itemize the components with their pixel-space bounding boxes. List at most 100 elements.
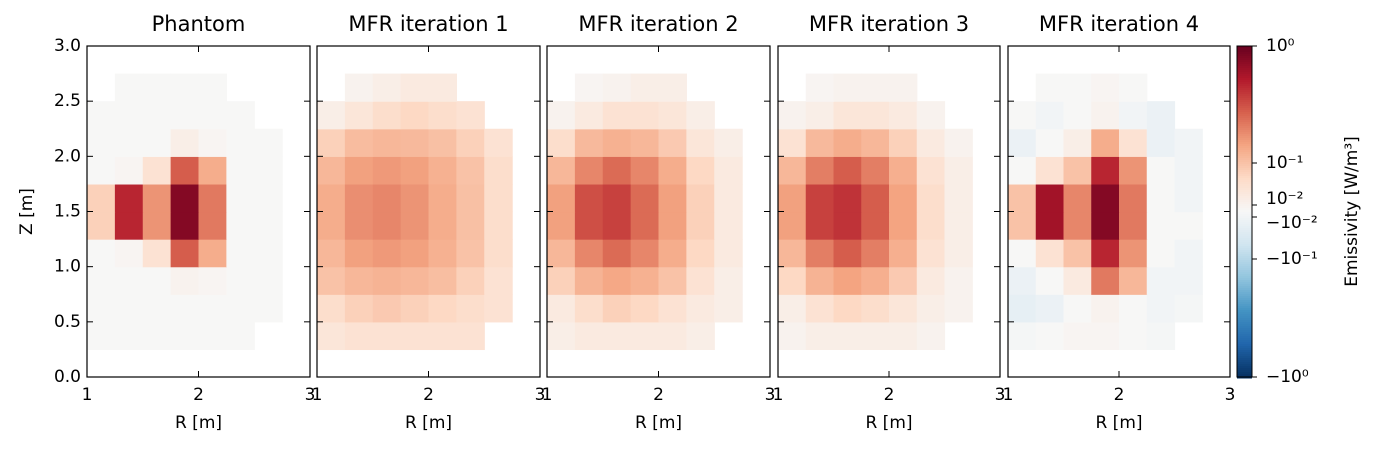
heat-cell xyxy=(87,101,116,130)
x-tick-label: 2 xyxy=(1114,385,1125,405)
colorbar-slice xyxy=(1237,142,1252,145)
heat-cell xyxy=(602,183,632,213)
colorbar-slice xyxy=(1237,182,1252,185)
heat-cell xyxy=(602,101,632,130)
colorbar-slice xyxy=(1237,358,1252,361)
heat-cell xyxy=(1146,211,1176,240)
heat-cell xyxy=(372,183,402,213)
colorbar-tick-label: −10⁻² xyxy=(1266,213,1318,233)
colorbar-tick-label: 10⁰ xyxy=(1266,36,1295,56)
heat-cell xyxy=(1119,183,1148,213)
heat-cell xyxy=(400,211,430,240)
heat-cell xyxy=(198,321,227,351)
heat-cell xyxy=(456,294,485,323)
heat-cell xyxy=(574,73,604,102)
heat-cell xyxy=(1174,239,1203,268)
heat-cell xyxy=(833,211,862,240)
heat-cell xyxy=(1146,128,1176,157)
heat-cell xyxy=(1146,156,1176,185)
heat-cell xyxy=(861,211,890,240)
heat-cell xyxy=(1063,239,1092,268)
colorbar-slice xyxy=(1237,272,1252,275)
colorbar-slice xyxy=(1237,284,1252,287)
heat-cell xyxy=(778,266,807,295)
heat-cell xyxy=(87,128,116,157)
colorbar-slice xyxy=(1237,166,1252,169)
heat-cell xyxy=(344,156,374,185)
heat-cell xyxy=(87,321,116,351)
heat-cell xyxy=(861,183,890,213)
heat-cell xyxy=(1035,128,1065,157)
heat-cell xyxy=(630,128,660,157)
heat-cell xyxy=(1035,211,1065,240)
colorbar-slice xyxy=(1237,312,1252,315)
heat-cell xyxy=(372,128,402,157)
colorbar-slice xyxy=(1237,332,1252,335)
heat-cell xyxy=(944,294,973,323)
heat-cell xyxy=(1091,321,1120,351)
heat-cell xyxy=(1119,266,1148,295)
heat-cell xyxy=(114,156,144,185)
heat-cell xyxy=(1063,321,1092,351)
colorbar-slice xyxy=(1237,144,1252,147)
heat-cell xyxy=(1063,73,1092,102)
colorbar-slice xyxy=(1237,208,1252,211)
heat-cell xyxy=(198,294,227,323)
heat-cell xyxy=(714,156,743,185)
heat-cell xyxy=(1174,183,1203,213)
colorbar-slice xyxy=(1237,124,1252,127)
heat-cell xyxy=(630,239,660,268)
colorbar: −10⁰ −10⁻¹ −10⁻² 10⁻² 10⁻¹ 10⁰ Emissivity [W/m… xyxy=(1236,36,1362,387)
heat-cell xyxy=(198,211,227,240)
colorbar-slice xyxy=(1237,294,1252,297)
colorbar-slice xyxy=(1237,256,1252,259)
heat-cell xyxy=(317,294,346,323)
colorbar-slice xyxy=(1237,340,1252,343)
colorbar-slice xyxy=(1237,374,1252,377)
colorbar-slice xyxy=(1237,136,1252,139)
panel: Phantom 1 2 3 0.0 0.5 1.0 1.5 2.0 2.5 3.0 R [m] Z [m… xyxy=(17,12,315,433)
heat-cell xyxy=(686,156,715,185)
heat-cell xyxy=(428,239,457,268)
colorbar-slice xyxy=(1237,196,1252,199)
heat-cell xyxy=(372,211,402,240)
heat-cell xyxy=(916,294,946,323)
heat-cell xyxy=(1119,73,1148,102)
heat-cell xyxy=(686,128,715,157)
colorbar-slice xyxy=(1237,260,1252,263)
colorbar-slice xyxy=(1237,160,1252,163)
heat-cell xyxy=(456,156,485,185)
heat-cell xyxy=(1008,101,1037,130)
heat-cell xyxy=(1174,211,1203,240)
colorbar-slice xyxy=(1237,88,1252,91)
heat-cell xyxy=(889,266,918,295)
heat-cell xyxy=(833,73,862,102)
heat-cell xyxy=(547,211,576,240)
colorbar-slice xyxy=(1237,86,1252,89)
heat-cell xyxy=(400,128,430,157)
heat-cell xyxy=(484,294,513,323)
heat-cell xyxy=(1035,321,1065,351)
heat-cell xyxy=(944,128,973,157)
colorbar-slice xyxy=(1237,316,1252,319)
colorbar-slice xyxy=(1237,162,1252,165)
colorbar-slice xyxy=(1237,306,1252,309)
heat-cell xyxy=(198,156,227,185)
colorbar-slice xyxy=(1237,46,1252,49)
heat-cell xyxy=(372,239,402,268)
heat-cell xyxy=(484,211,513,240)
colorbar-slice xyxy=(1237,222,1252,225)
heat-cell xyxy=(889,156,918,185)
panel-title: MFR iteration 1 xyxy=(348,12,508,36)
colorbar-slice xyxy=(1237,244,1252,247)
colorbar-slice xyxy=(1237,70,1252,73)
heat-cell xyxy=(114,73,144,102)
heat-cell xyxy=(400,239,430,268)
x-tick-label: 1 xyxy=(312,385,323,405)
heat-cell xyxy=(372,101,402,130)
heat-cell xyxy=(686,321,715,351)
heat-cell xyxy=(1008,239,1037,268)
heat-cell xyxy=(170,239,200,268)
heat-cell xyxy=(630,101,660,130)
colorbar-slice xyxy=(1237,342,1252,345)
